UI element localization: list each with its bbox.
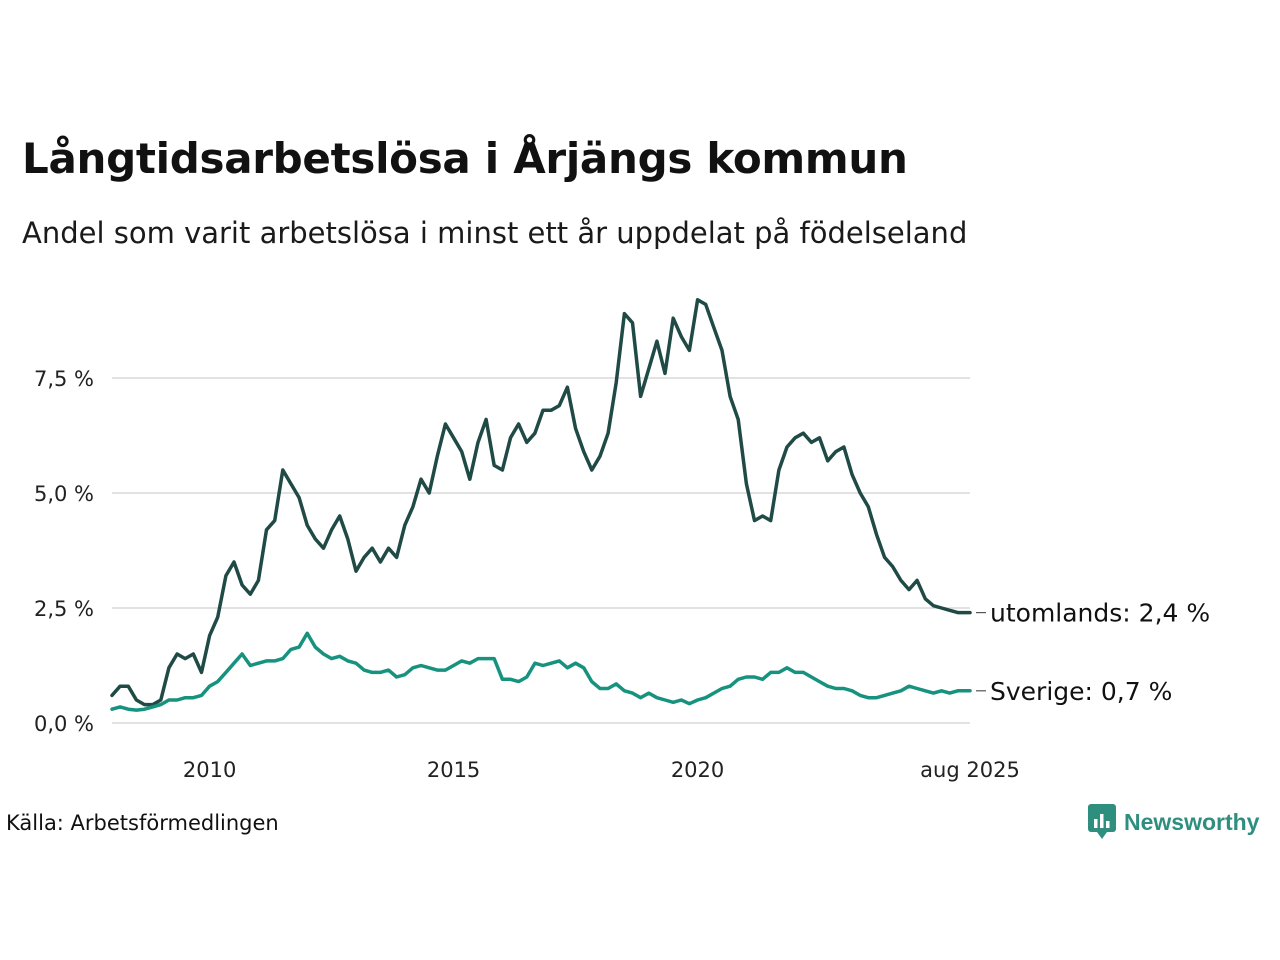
series-line-utomlands bbox=[110, 298, 972, 707]
brand-logo[interactable]: Newsworthy bbox=[1088, 804, 1259, 840]
chart-subtitle: Andel som varit arbetslösa i minst ett å… bbox=[22, 216, 968, 250]
chart-title: Långtidsarbetslösa i Årjängs kommun bbox=[22, 134, 908, 183]
newsworthy-logo-icon bbox=[1088, 804, 1116, 839]
x-tick-label: 2010 bbox=[183, 758, 236, 782]
gridlines bbox=[112, 377, 970, 724]
y-tick-label: 7,5 % bbox=[34, 367, 94, 391]
x-axis-ticks: 2010 2015 2020 aug 2025 bbox=[183, 758, 1020, 782]
series-end-labels: utomlands: 2,4 % Sverige: 0,7 % bbox=[976, 599, 1210, 706]
source-note: Källa: Arbetsförmedlingen bbox=[6, 811, 279, 835]
brand-name: Newsworthy bbox=[1124, 808, 1260, 835]
x-tick-label: 2020 bbox=[671, 758, 724, 782]
y-tick-label: 5,0 % bbox=[34, 482, 94, 506]
y-tick-label: 2,5 % bbox=[34, 597, 94, 621]
y-tick-label: 0,0 % bbox=[34, 712, 94, 736]
x-tick-label: 2015 bbox=[427, 758, 480, 782]
line-chart: 0,0 % 2,5 % 5,0 % 7,5 % 2010 2015 2020 aug 202… bbox=[34, 298, 1210, 782]
series-end-label: utomlands: 2,4 % bbox=[990, 599, 1210, 628]
x-tick-label: aug 2025 bbox=[920, 758, 1020, 782]
series-lines bbox=[110, 298, 972, 712]
series-line-sverige bbox=[110, 631, 972, 712]
y-axis-ticks: 0,0 % 2,5 % 5,0 % 7,5 % bbox=[34, 367, 94, 736]
series-end-label: Sverige: 0,7 % bbox=[990, 677, 1172, 706]
